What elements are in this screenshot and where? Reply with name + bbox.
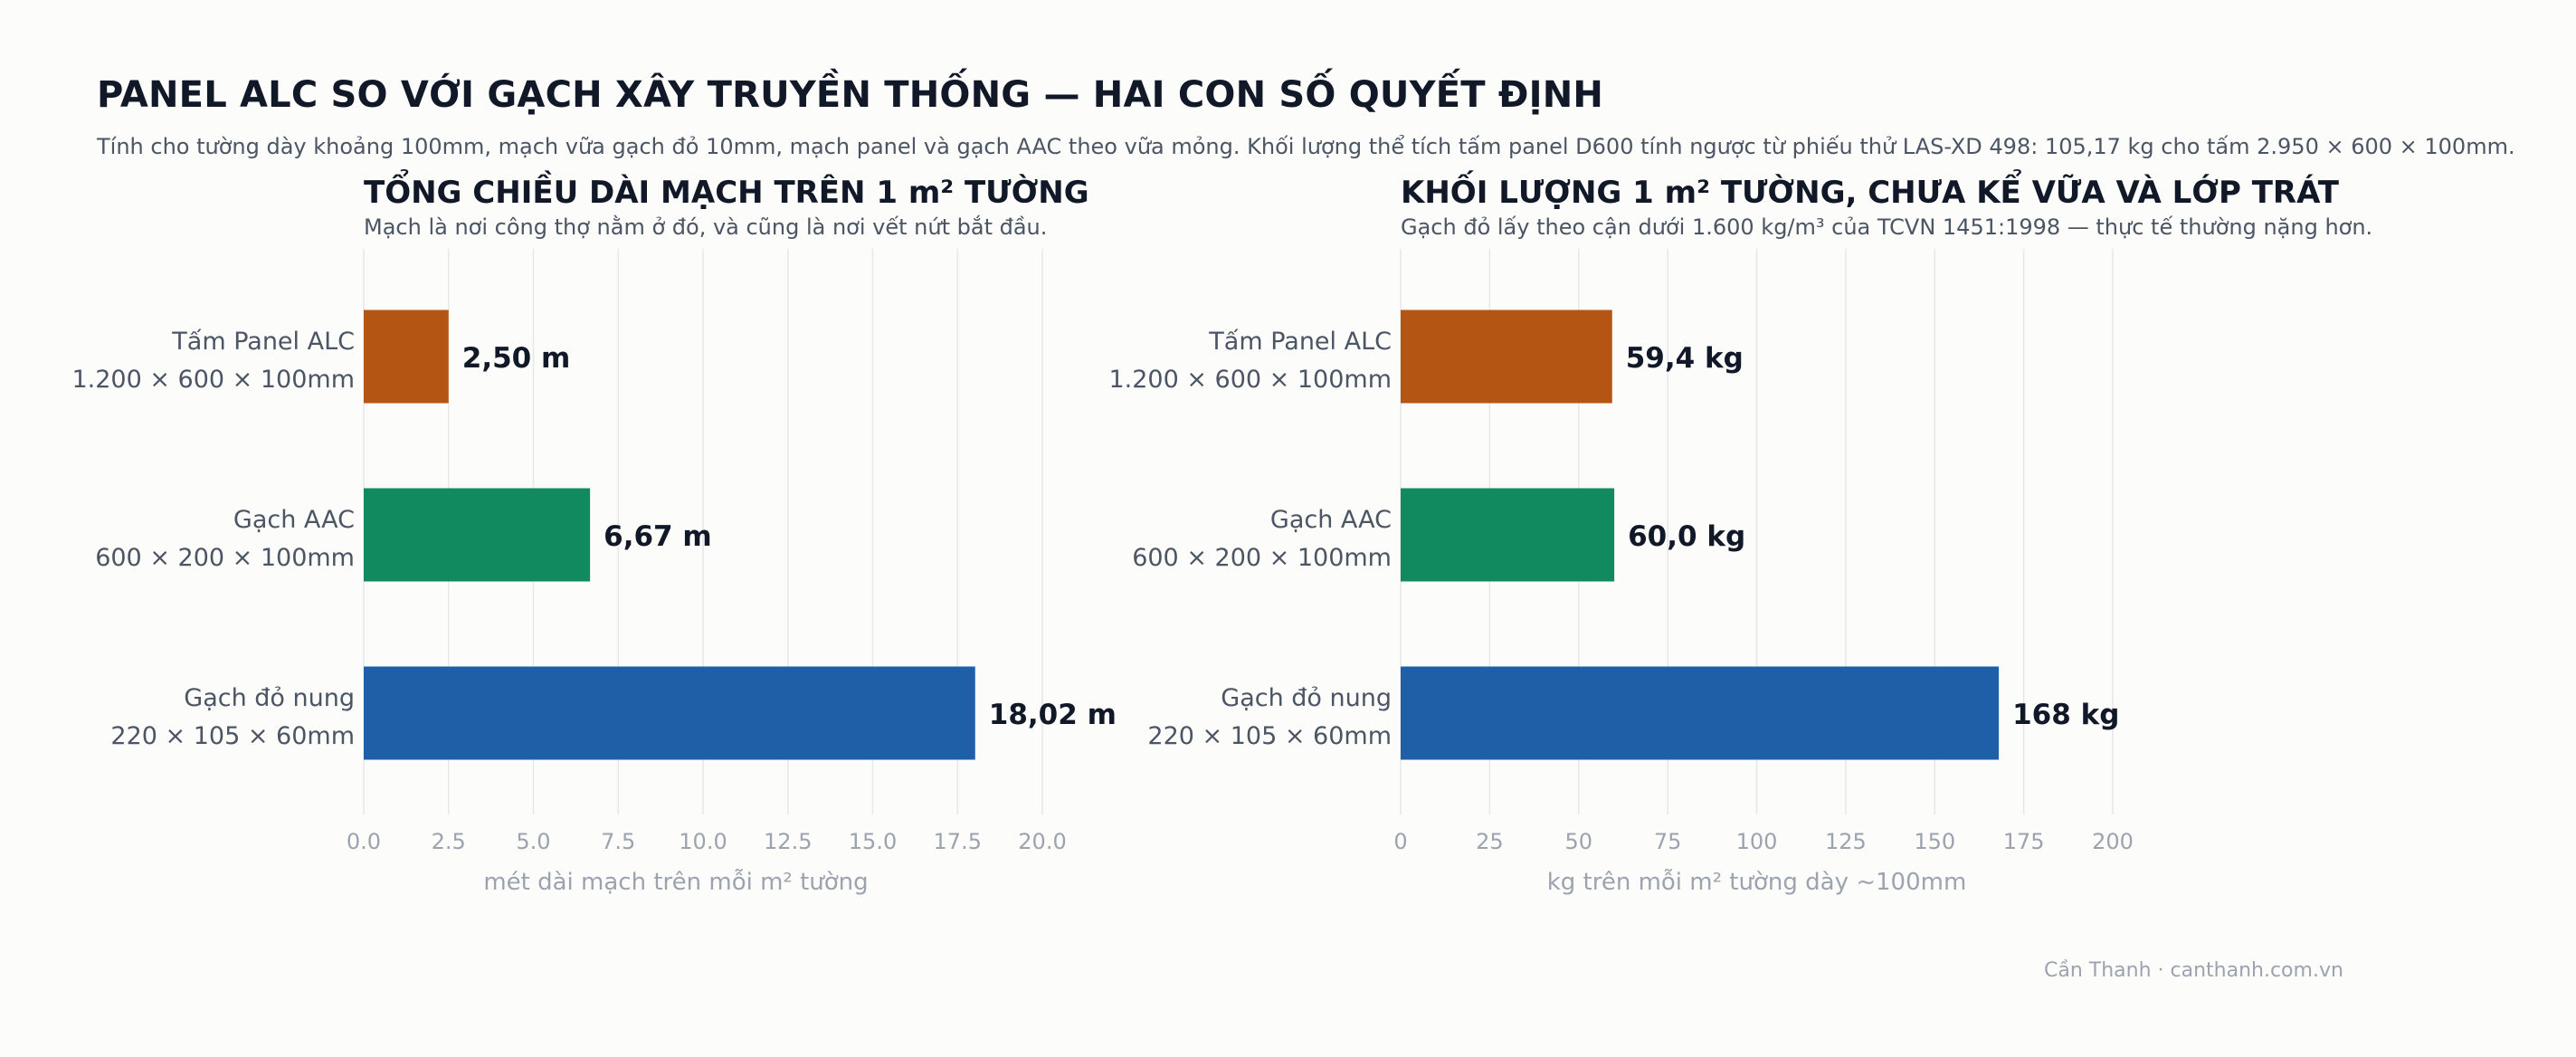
x-tick-label: 10.0: [679, 829, 727, 854]
bar: [364, 488, 591, 582]
x-tick-label: 5.0: [516, 829, 550, 854]
bar: [1401, 488, 1615, 582]
bar-value-label: 168 kg: [2012, 699, 2119, 731]
x-tick-label: 0.0: [347, 829, 381, 854]
bar: [364, 309, 449, 404]
x-axis-label: kg trên mỗi m² tường dày ~100mm: [1547, 868, 1967, 896]
credit-text: Cần Thanh · canthanh.com.vn: [2044, 959, 2343, 982]
x-tick-label: 12.5: [764, 829, 812, 854]
x-tick-label: 75: [1654, 829, 1682, 854]
bar-value-label: 60,0 kg: [1628, 520, 1745, 553]
x-tick-label: 50: [1564, 829, 1592, 854]
x-tick-label: 20.0: [1018, 829, 1066, 854]
x-tick-label: 125: [1825, 829, 1867, 854]
bar-value-label: 6,67 m: [604, 520, 712, 553]
bar-value-label: 2,50 m: [462, 342, 571, 375]
x-tick-label: 150: [1914, 829, 1955, 854]
bar: [1401, 666, 2000, 760]
category-sublabel: 600 × 200 × 100mm: [95, 544, 355, 572]
x-tick-label: 7.5: [601, 829, 635, 854]
category-label: Gạch AAC: [1270, 506, 1392, 534]
chart-2-title: KHỐI LƯỢNG 1 m² TƯỜNG, CHƯA KỂ VỮA VÀ LỚ…: [1401, 175, 2339, 211]
category-label: Tấm Panel ALC: [171, 328, 355, 356]
bar: [364, 666, 975, 760]
x-tick-label: 25: [1476, 829, 1504, 854]
x-axis-label: mét dài mạch trên mỗi m² tường: [483, 868, 868, 896]
category-label: Gạch đỏ nung: [1221, 684, 1392, 712]
category-sublabel: 600 × 200 × 100mm: [1132, 544, 1392, 572]
category-sublabel: 220 × 105 × 60mm: [1147, 722, 1392, 750]
category-sublabel: 1.200 × 600 × 100mm: [1108, 366, 1392, 394]
main-subtitle: Tính cho tường dày khoảng 100mm, mạch vữ…: [97, 134, 2515, 159]
x-tick-label: 15.0: [849, 829, 897, 854]
x-tick-label: 100: [1736, 829, 1778, 854]
category-sublabel: 220 × 105 × 60mm: [110, 722, 355, 750]
bar-value-label: 18,02 m: [989, 699, 1117, 731]
chart-1-subtitle: Mạch là nơi công thợ nằm ở đó, và cũng l…: [364, 214, 1048, 240]
chart-1-title: TỔNG CHIỀU DÀI MẠCH TRÊN 1 m² TƯỜNG: [364, 175, 1089, 211]
x-tick-label: 17.5: [934, 829, 982, 854]
category-sublabel: 1.200 × 600 × 100mm: [71, 366, 355, 394]
category-label: Gạch AAC: [233, 506, 355, 534]
x-tick-label: 175: [2003, 829, 2045, 854]
x-tick-label: 0: [1393, 829, 1407, 854]
category-label: Gạch đỏ nung: [184, 684, 355, 712]
main-title: PANEL ALC SO VỚI GẠCH XÂY TRUYỀN THỐNG —…: [97, 74, 1604, 116]
joint-length-chart: 0.0 2.5 5.0 7.5 10.0 12.5 15.0 17.5 20.0 mét dài …: [71, 249, 1117, 896]
category-label: Tấm Panel ALC: [1208, 328, 1392, 356]
x-tick-label: 2.5: [432, 829, 466, 854]
wall-weight-chart: 0 25 50 75 100 125 150 175 200 kg trên mỗi m² tườ…: [1108, 249, 2134, 896]
x-tick-label: 200: [2092, 829, 2134, 854]
chart-2-subtitle: Gạch đỏ lấy theo cận dưới 1.600 kg/m³ củ…: [1401, 214, 2373, 240]
bar-value-label: 59,4 kg: [1626, 342, 1744, 375]
bar: [1401, 309, 1612, 404]
